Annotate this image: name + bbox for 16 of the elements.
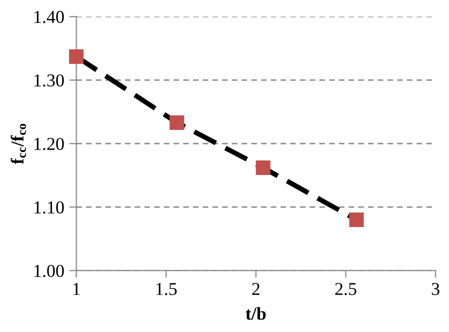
x-tick-label: 3 (432, 282, 440, 296)
y-tick-label: 1.20 (34, 138, 64, 150)
point (256, 160, 270, 175)
x-tick-label: 2.5 (335, 282, 356, 296)
y-tick-label: 1.10 (34, 201, 64, 214)
y-tick-label: 1.00 (34, 264, 64, 278)
point (69, 49, 84, 64)
y-tick-label: 1.30 (34, 74, 64, 87)
x-tick-label: 2 (252, 282, 260, 295)
y-tick-label: 1.40 (34, 10, 64, 24)
point (349, 212, 364, 228)
x-axis-title: t/b (246, 307, 266, 320)
point (170, 115, 184, 130)
x-tick-label: 1.5 (156, 282, 177, 296)
x-tick-label: 1 (73, 282, 80, 295)
y-axis-title: f$_{cc}$/f$_{co}$ (10, 124, 26, 164)
